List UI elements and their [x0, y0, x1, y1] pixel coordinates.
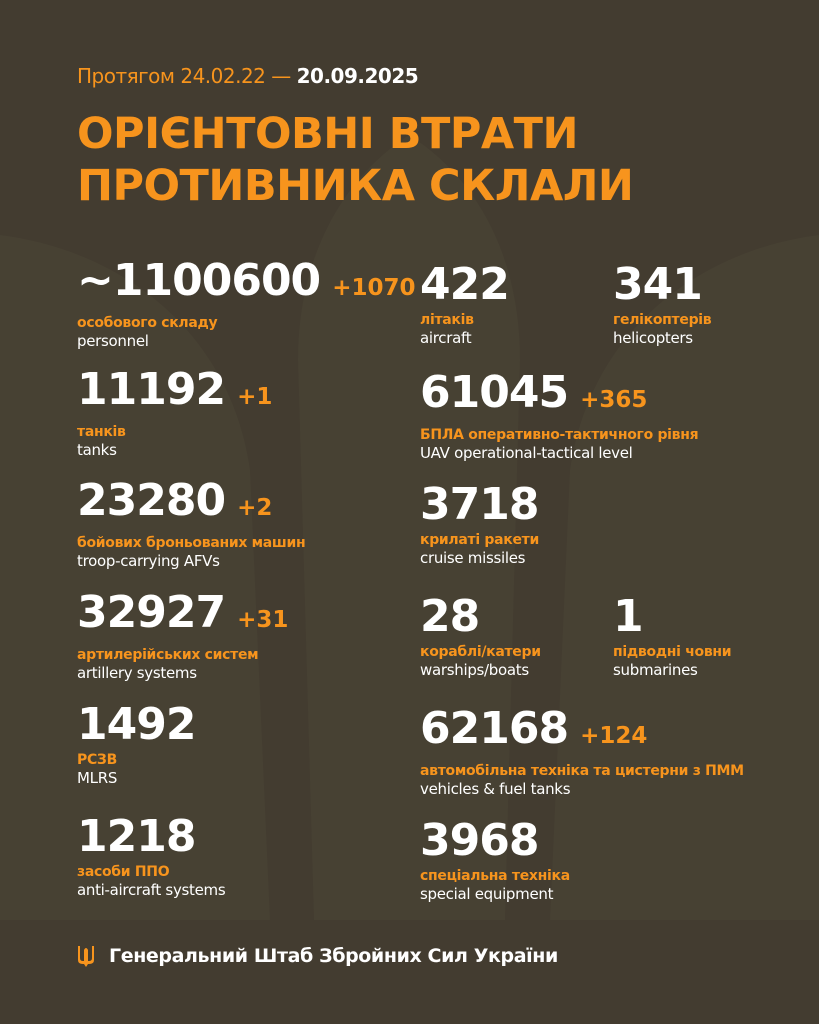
title-line-2: ПРОТИВНИКА СКЛАЛИ: [77, 161, 634, 211]
stat-label-en: personnel: [77, 332, 149, 350]
stat-number: 11192: [77, 364, 226, 415]
footer: Генеральний Штаб Збройних Сил України: [77, 944, 558, 968]
stat-label-ua: засоби ППО: [77, 864, 170, 880]
stat-number: 1492: [77, 699, 196, 750]
title-line-1: ОРІЄНТОВНІ ВТРАТИ: [77, 109, 578, 159]
stat-value: ~1100600 +1070: [77, 258, 415, 311]
stat-label-en: tanks: [77, 441, 117, 459]
stat-uav-operational-tactical-level: 61045 +365 БПЛА оперативно-тактичного рівн…: [420, 370, 699, 463]
stat-value: 61045 +365: [420, 370, 698, 423]
stat-value: 32927 +31: [77, 590, 288, 643]
stat-label-ua: БПЛА оперативно-тактичного рівня: [420, 427, 699, 443]
stat-personnel: ~1100600 +1070 особового складу personnel: [77, 258, 415, 351]
stat-label-ua: особового складу: [77, 315, 218, 331]
stat-label-ua: танків: [77, 424, 126, 440]
stat-value: 28: [420, 594, 541, 640]
stat-label-ua: артилерійських систем: [77, 647, 259, 663]
stat-number: 341: [613, 259, 703, 310]
trident-icon: [78, 946, 94, 967]
stat-label-ua: РСЗВ: [77, 752, 117, 768]
stat-value: 3968: [420, 818, 570, 864]
period: Протягом 24.02.22 — 20.09.2025: [77, 64, 419, 88]
stat-value: 1: [613, 594, 731, 640]
stat-label-en: anti-aircraft systems: [77, 881, 226, 899]
stat-anti-aircraft-systems: 1218 засоби ППО anti-aircraft systems: [77, 814, 226, 900]
stat-helicopters: 341 гелікоптерів helicopters: [613, 262, 712, 348]
stat-troop-carrying-afvs: 23280 +2 бойових броньованих машин troop-ca…: [77, 478, 306, 571]
stat-label-en: special equipment: [420, 885, 554, 903]
stat-value: 11192 +1: [77, 367, 272, 420]
stat-artillery-systems: 32927 +31 артилерійських систем artillery s…: [77, 590, 288, 683]
stat-number: 3718: [420, 479, 539, 530]
stat-label-en: vehicles & fuel tanks: [420, 780, 571, 798]
stat-number: 1218: [77, 811, 196, 862]
stat-number: 3968: [420, 815, 539, 866]
stat-label-en: cruise missiles: [420, 549, 526, 567]
stat-delta: +124: [580, 723, 648, 749]
stat-value: 422: [420, 259, 510, 310]
stat-label-en: troop-carrying AFVs: [77, 552, 220, 570]
stat-label-ua: кораблі/катери: [420, 644, 541, 660]
stat-label-ua: підводні човни: [613, 644, 732, 660]
stat-number: 62168: [420, 703, 569, 754]
stat-value: 1492: [77, 699, 196, 750]
stat-label-ua: спеціальна техніка: [420, 868, 570, 884]
stat-aircraft: 422 літаків aircraft: [420, 259, 510, 348]
stat-label-ua: бойових броньованих машин: [77, 535, 306, 551]
stat-label-ua: літаків: [420, 312, 474, 328]
stat-value: 1218: [77, 814, 225, 860]
stat-label-ua: автомобільна техніка та цистерни з ПММ: [420, 763, 744, 779]
stat-label-en: UAV operational-tactical level: [420, 444, 633, 462]
stat-cruise-missiles: 3718 крилаті ракети cruise missiles: [420, 482, 540, 568]
stat-label-ua: гелікоптерів: [613, 312, 712, 328]
footer-text: Генеральний Штаб Збройних Сил України: [109, 945, 558, 967]
stat-special-equipment: 3968 спеціальна техніка special equipment: [420, 818, 570, 904]
stat-value: 3718: [420, 482, 539, 528]
period-end: 20.09.2025: [296, 64, 419, 88]
period-start: Протягом 24.02.22 —: [77, 64, 291, 88]
stat-label-en: submarines: [613, 661, 698, 679]
stat-number: 23280: [77, 475, 226, 526]
stat-number: 61045: [420, 367, 569, 418]
stat-submarines: 1 підводні човни submarines: [613, 594, 732, 680]
stat-delta: +365: [580, 387, 648, 413]
page-title: ОРІЄНТОВНІ ВТРАТИ ПРОТИВНИКА СКЛАЛИ: [77, 108, 634, 212]
stat-label-ua: крилаті ракети: [420, 532, 540, 548]
stat-vehicles-fuel-tanks: 62168 +124 автомобільна техніка та цистерн…: [420, 706, 744, 799]
stat-mlrs: 1492 РСЗВ MLRS: [77, 699, 196, 788]
stat-label-en: helicopters: [613, 329, 693, 347]
stat-number: 422: [420, 259, 510, 310]
stat-tanks: 11192 +1 танків tanks: [77, 367, 272, 460]
stat-label-en: warships/boats: [420, 661, 529, 679]
stat-number: 28: [420, 591, 480, 642]
stat-number: ~1100600: [77, 255, 321, 306]
stat-delta: +1: [237, 384, 273, 410]
stat-delta: +1070: [332, 275, 416, 301]
stat-value: 341: [613, 262, 711, 308]
stat-label-en: MLRS: [77, 769, 118, 787]
stat-label-en: aircraft: [420, 329, 472, 347]
stat-number: 1: [613, 591, 644, 642]
stat-number: 32927: [77, 587, 226, 638]
stat-delta: +31: [237, 607, 289, 633]
stat-delta: +2: [237, 495, 273, 521]
stat-value: 62168 +124: [420, 706, 744, 759]
stat-label-en: artillery systems: [77, 664, 197, 682]
stat-value: 23280 +2: [77, 478, 305, 531]
stat-warships-boats: 28 кораблі/катери warships/boats: [420, 594, 541, 680]
